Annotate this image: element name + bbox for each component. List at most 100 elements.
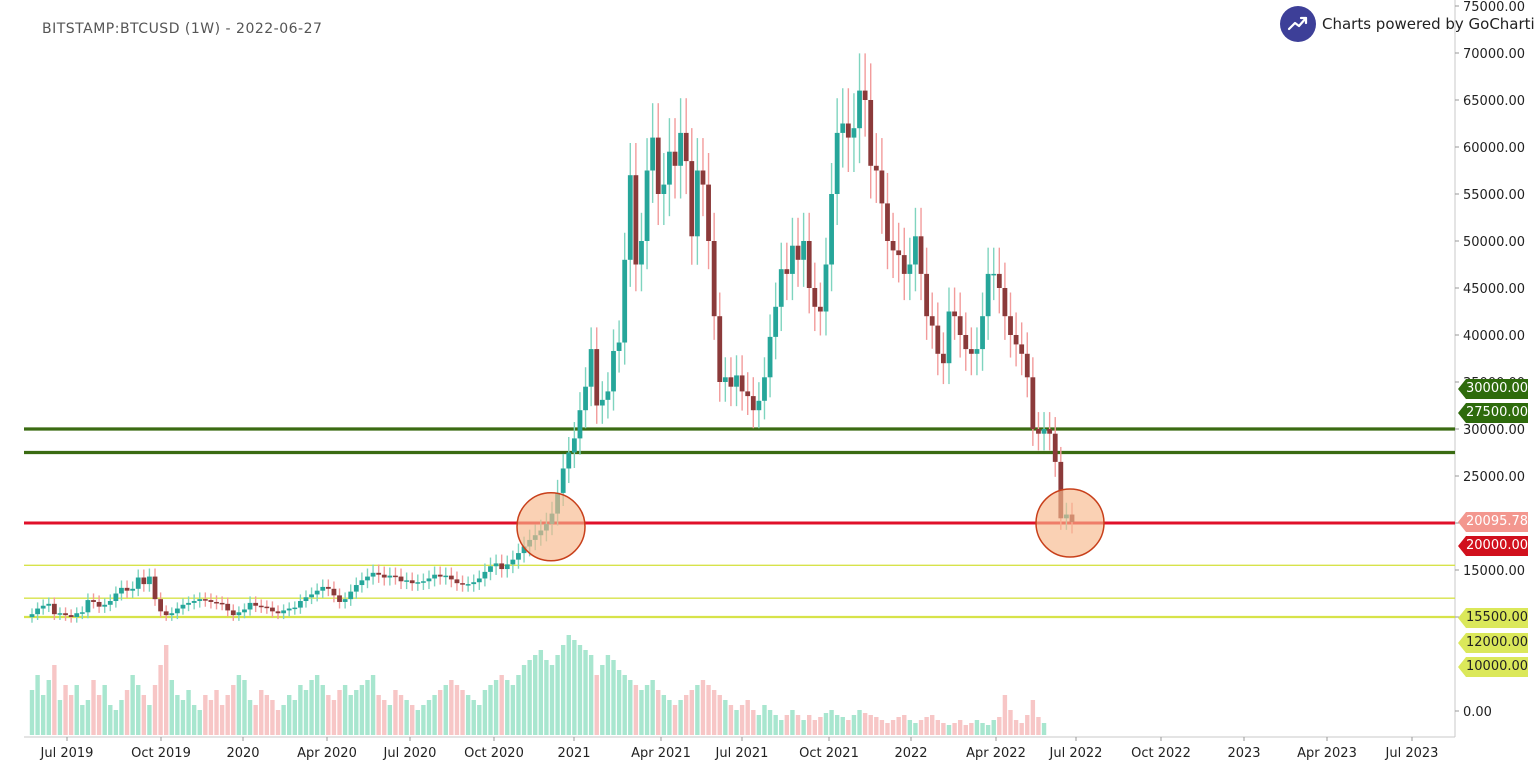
volume-bar (219, 705, 225, 735)
volume-bar (460, 690, 465, 735)
volume-bar (354, 690, 359, 735)
candle-body (957, 316, 963, 335)
candle-body (661, 184, 667, 194)
volume-bar (326, 695, 331, 735)
candle-body (169, 613, 175, 616)
volume-bar (1041, 723, 1047, 735)
volume-bar (784, 715, 790, 735)
volume-bar (275, 710, 281, 735)
volume-bar (387, 705, 393, 735)
volume-bar (292, 700, 297, 735)
volume-bar (337, 690, 342, 735)
candle-body (845, 123, 851, 138)
candle-body (398, 576, 404, 582)
candle-body (700, 170, 706, 185)
candle-body (968, 349, 974, 354)
volume-bar (633, 685, 639, 735)
candle-body (415, 582, 421, 584)
candle-body (862, 90, 868, 100)
candle-body (996, 273, 1002, 288)
candle-body (208, 600, 214, 602)
volume-bar (779, 720, 784, 735)
volume-bar (577, 645, 583, 735)
volume-bar (510, 685, 516, 735)
x-tick-label: Oct 2022 (1131, 746, 1191, 761)
volume-bar (969, 723, 974, 735)
volume-bar (225, 695, 230, 735)
volume-bar (605, 655, 611, 735)
candle-body (901, 255, 907, 274)
candle-body (929, 316, 935, 326)
candle-body (823, 264, 829, 312)
candle-body (297, 601, 303, 608)
candle-body (963, 335, 969, 350)
volume-bar (158, 665, 163, 735)
volume-bar (739, 705, 745, 735)
brand-badge[interactable]: Charts powered by GoCharti (1280, 6, 1535, 42)
volume-bar (790, 710, 795, 735)
candle-body (107, 601, 113, 605)
candle-body (644, 170, 650, 241)
candle-body (454, 579, 460, 584)
volume-bar (298, 685, 303, 735)
candle-body (202, 599, 208, 601)
volume-bar (331, 700, 337, 735)
candle-body (79, 612, 85, 614)
candle-body (594, 349, 600, 406)
volume-bar (309, 680, 314, 735)
candle-body (180, 604, 186, 609)
volume-bar (382, 700, 387, 735)
volume-bar (287, 695, 292, 735)
candle-body (448, 575, 454, 580)
volume-bar (762, 705, 767, 735)
volume-bar (555, 655, 560, 735)
volume-bar (896, 717, 901, 735)
volume-bar (57, 700, 63, 735)
volume-bar (902, 715, 907, 735)
volume-bar (141, 695, 147, 735)
y-tick-label: 65000.00 (1463, 94, 1525, 109)
volume-bar (767, 710, 773, 735)
candle-body (219, 602, 225, 605)
volume-bar (957, 720, 963, 735)
volume-bar (152, 685, 158, 735)
volume-bar (918, 720, 924, 735)
volume-bar (583, 650, 588, 735)
volume-bar (974, 720, 980, 735)
volume-bar (616, 670, 622, 735)
candle-body (482, 571, 488, 579)
candle-body (437, 574, 443, 577)
volume-bar (588, 655, 594, 735)
candle-body (119, 587, 124, 594)
volume-bar (533, 655, 538, 735)
volume-bar (443, 685, 448, 735)
volume-bar (482, 690, 488, 735)
candle-body (214, 601, 219, 604)
candle-body (689, 161, 695, 237)
candle-body (191, 601, 197, 603)
x-tick-label: Apr 2020 (297, 746, 357, 761)
volume-bar (516, 675, 521, 735)
volume-bar (924, 717, 929, 735)
candle-body (264, 606, 270, 609)
candle-body (253, 602, 259, 606)
candle-body (74, 613, 80, 617)
candle-body (834, 132, 840, 194)
y-tick-label: 70000.00 (1463, 47, 1525, 62)
candle-body (337, 595, 342, 602)
volume-bar (997, 717, 1002, 735)
candle-body (605, 391, 611, 400)
volume-bar (823, 713, 829, 735)
candle-body (516, 553, 521, 560)
volume-bar (538, 650, 544, 735)
volume-bar (807, 715, 812, 735)
candle-body (694, 170, 700, 237)
volume-bar (175, 695, 180, 735)
candle-body (980, 316, 985, 350)
volume-bar (907, 720, 913, 735)
candle-body (1002, 288, 1008, 317)
volume-bar (348, 695, 353, 735)
volume-bar (505, 680, 510, 735)
candle-body (152, 576, 158, 600)
